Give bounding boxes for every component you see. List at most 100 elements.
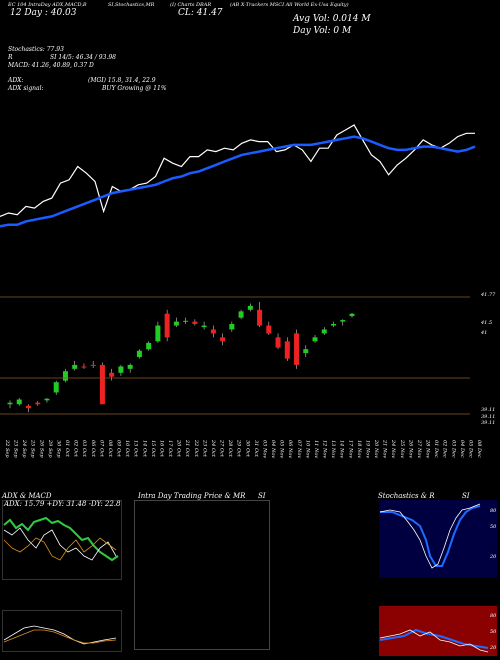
x-tick-label: 10 Oct <box>124 440 130 458</box>
candle-body <box>340 320 346 322</box>
stoch-title: Stochastics & R <box>378 492 435 500</box>
candle-body <box>201 325 207 328</box>
x-tick-label: 03 Nov <box>261 440 267 458</box>
price-high-label: 41.77 <box>481 292 496 298</box>
x-tick-label: 30 Oct <box>244 440 250 458</box>
candle-body <box>16 399 22 405</box>
candle-body <box>312 337 318 342</box>
candle-body <box>99 364 105 405</box>
x-tick-label: 17 Nov <box>347 440 353 458</box>
candle-body <box>294 333 300 365</box>
x-tick-label: 23 Sep <box>13 439 19 458</box>
x-tick-label: 24 Nov <box>390 439 396 458</box>
x-tick-label: 02 Dec <box>442 440 448 458</box>
x-tick-label: 05 Dec <box>467 440 473 458</box>
adx-values: (MGI) 15.8, 31.4, 22.9 <box>88 77 156 84</box>
day-vol: Day Vol: 0 M <box>293 26 352 36</box>
candle-body <box>321 329 327 334</box>
x-tick-label: 23 Oct <box>201 439 207 458</box>
x-tick-label: 27 Nov <box>416 439 422 458</box>
candle-body <box>53 382 59 393</box>
x-tick-label: 25 Sep <box>30 439 36 458</box>
x-tick-label: 21 Nov <box>382 439 388 458</box>
intraday-title: Intra Day Trading Price & MR <box>138 492 246 500</box>
candle-body <box>62 371 68 381</box>
header-line-d: (AB X-Trackers MSCI All World Ex-Usa Equ… <box>230 2 349 8</box>
macd-panel <box>2 610 122 652</box>
x-tick-label: 03 Oct <box>81 440 87 458</box>
candle-body <box>192 321 198 324</box>
candle-body <box>210 329 216 334</box>
x-tick-label: 29 Oct <box>236 439 242 458</box>
adx-orange-line <box>3 537 117 561</box>
x-tick-label: 07 Nov <box>296 440 302 458</box>
stoch-tick-20: 20 <box>490 554 497 560</box>
x-tick-label: 08 Dec <box>476 440 482 458</box>
candle-body <box>35 402 41 405</box>
candle-body <box>118 366 124 373</box>
adx-inner-label: ADX: 15.79 +DY: 31.48 -DY: 22.8 <box>4 500 121 508</box>
price-line-layer <box>0 124 476 228</box>
x-tick-label: 16 Oct <box>158 440 164 458</box>
candle-body <box>81 366 87 368</box>
x-tick-label: 09 Oct <box>116 440 122 458</box>
x-tick-label: 06 Oct <box>90 440 96 458</box>
rsi-label: SI 14/5: 46.34 / 93.98 <box>50 54 116 61</box>
stoch-white-line <box>379 503 481 569</box>
open-label: 12 Day : 40.03 <box>10 8 77 18</box>
candle-body <box>220 337 226 342</box>
x-tick-label: 30 Sep <box>55 440 61 458</box>
x-tick-label: 27 Oct <box>219 439 225 458</box>
adx-label: ADX: <box>8 77 24 84</box>
stoch-title-b: SI <box>462 492 470 500</box>
candle-body <box>136 350 142 358</box>
x-tick-label: 31 Oct <box>253 440 259 458</box>
candle-body <box>109 372 115 377</box>
series-line-1 <box>0 135 476 228</box>
x-tick-label: 24 Sep <box>21 439 27 458</box>
x-tick-label: 28 Nov <box>425 439 431 458</box>
x-tick-label: 15 Oct <box>150 440 156 458</box>
candle-body <box>229 323 235 330</box>
candle-body <box>7 402 13 405</box>
rsi-panel <box>379 606 497 656</box>
x-tick-label: 14 Nov <box>339 440 345 458</box>
adx-signal-label: ADX signal: <box>8 85 44 92</box>
candle-layer <box>7 301 355 413</box>
x-tick-label: 13 Oct <box>133 440 139 458</box>
x-tick-label: 25 Nov <box>399 439 405 458</box>
x-tick-label: 21 Oct <box>184 439 190 458</box>
x-tick-label: 04 Nov <box>270 440 276 458</box>
header-line-b: SI,Stochastics,MR <box>108 2 155 8</box>
rsi-white-line <box>379 629 489 653</box>
candle-body <box>146 342 152 350</box>
x-tick-label: 05 Nov <box>279 440 285 458</box>
stoch-blue-line <box>380 505 481 567</box>
candle-body <box>257 309 263 326</box>
x-tick-label: 22 Sep <box>4 439 10 458</box>
rsi-tick-20: 20 <box>490 645 497 651</box>
price-mid1-label: 41.5 <box>481 320 493 326</box>
close-label: CL: 41.47 <box>178 8 223 18</box>
candle-body <box>247 305 253 310</box>
candle-body <box>44 398 50 401</box>
x-tick-label: 26 Nov <box>407 439 413 458</box>
candle-body <box>155 325 161 342</box>
rsi-tick-50: 50 <box>490 629 497 635</box>
candle-body <box>284 341 290 359</box>
x-tick-label: 08 Oct <box>107 440 113 458</box>
macd-label: MACD: 41.26, 40.89, 0.37 D <box>8 62 94 69</box>
x-tick-label: 26 Sep <box>38 439 44 458</box>
intraday-panel <box>134 500 270 650</box>
adx-macd-title: ADX & MACD <box>2 492 52 500</box>
price-low3-label: 39.11 <box>481 420 496 426</box>
x-tick-label: 17 Oct <box>167 440 173 458</box>
adx-green-line <box>3 516 119 562</box>
rsi-tick-80: 80 <box>490 613 497 619</box>
x-tick-label: 13 Nov <box>330 440 336 458</box>
adx-white-line <box>3 527 117 561</box>
x-tick-label: 19 Nov <box>364 440 370 458</box>
x-tick-label: 01 Dec <box>433 440 439 458</box>
